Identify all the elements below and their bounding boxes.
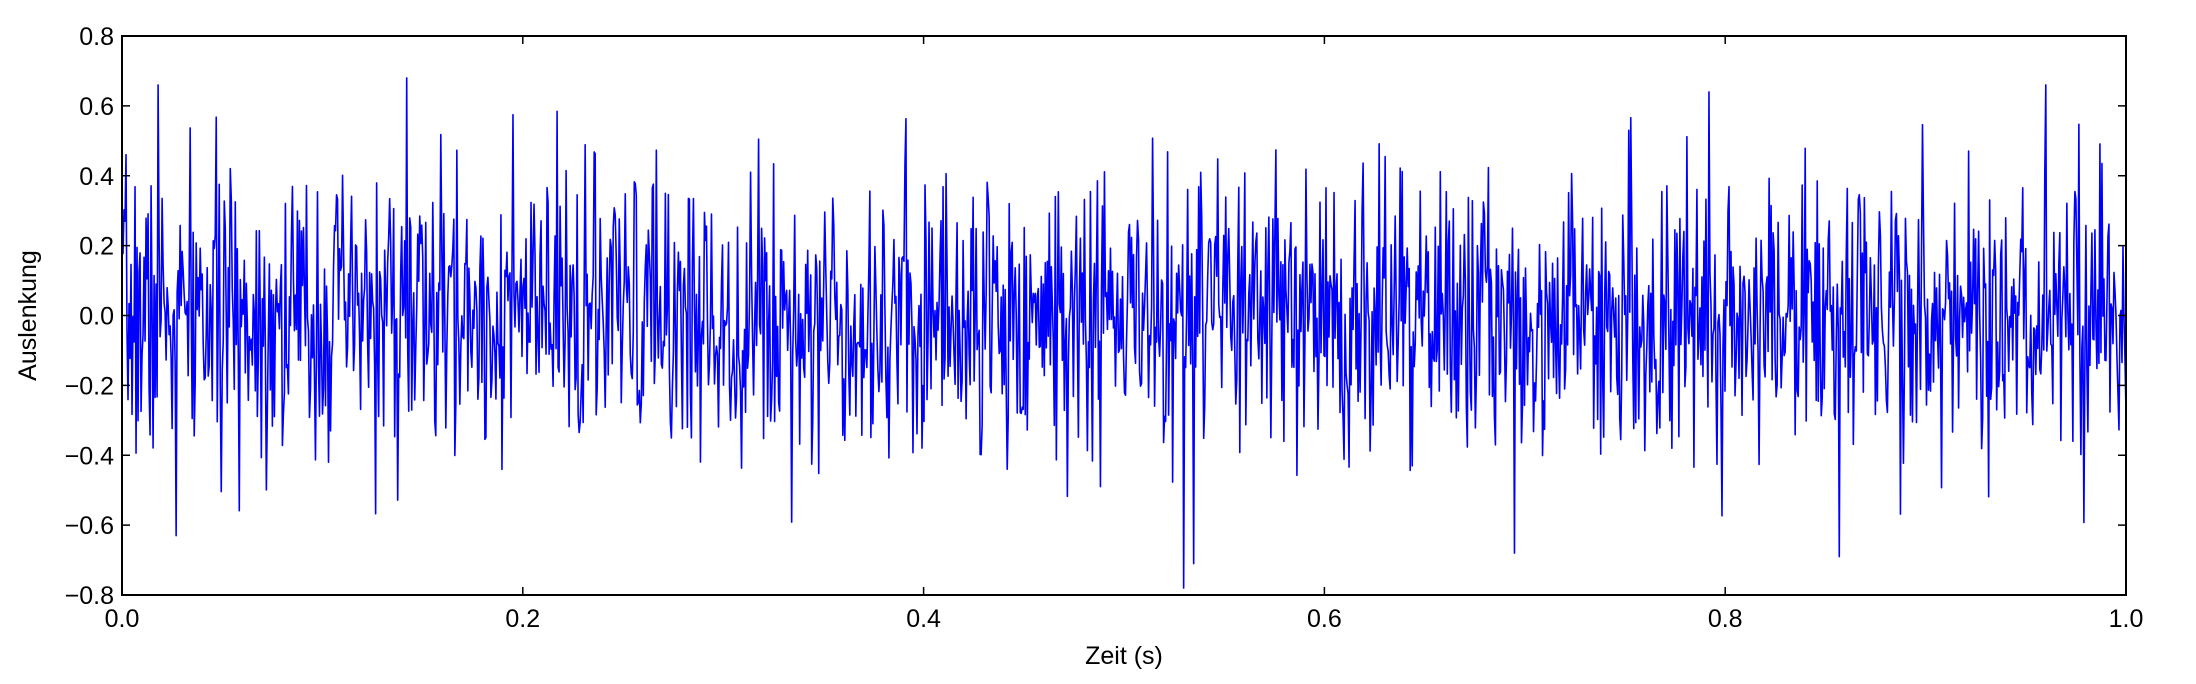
y-tick-label: −0.8: [65, 582, 114, 610]
x-tick-labels: 0.0 0.2 0.4 0.6 0.8 1.0: [105, 605, 2144, 633]
signal-series: [122, 78, 2126, 588]
y-tick-label: 0.0: [79, 303, 114, 331]
y-tick-label: 0.4: [79, 163, 114, 191]
y-tick-label: −0.6: [65, 512, 114, 540]
x-axis-label: Zeit (s): [1085, 642, 1163, 670]
x-tick-label: 0.2: [505, 605, 540, 633]
y-tick-labels: 0.8 0.6 0.4 0.2 0.0 −0.2 −0.4 −0.6 −0.8: [65, 23, 114, 610]
y-tick-label: −0.2: [65, 372, 114, 400]
y-axis-label: Auslenkung: [14, 250, 42, 381]
y-tick-label: 0.2: [79, 233, 114, 261]
x-tick-label: 0.8: [1708, 605, 1743, 633]
x-tick-label: 0.6: [1307, 605, 1342, 633]
y-tick-label: 0.6: [79, 93, 114, 121]
x-tick-label: 1.0: [2109, 605, 2144, 633]
y-tick-label: −0.4: [65, 442, 114, 470]
y-tick-label: 0.8: [79, 23, 114, 51]
series-line: [122, 78, 2126, 588]
x-tick-label: 0.4: [906, 605, 941, 633]
